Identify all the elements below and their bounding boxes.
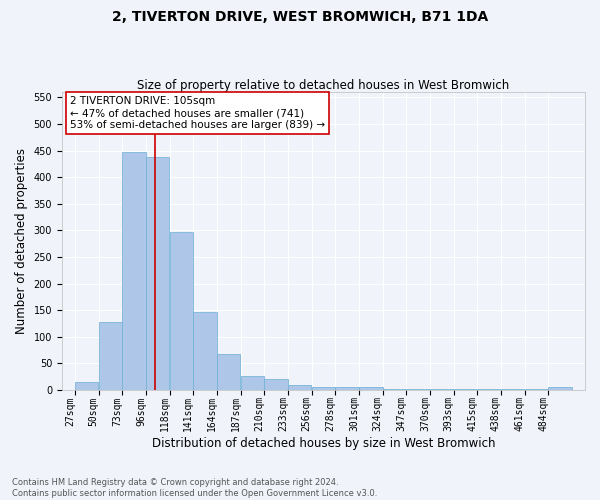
Bar bbox=[241, 376, 264, 390]
Bar bbox=[265, 380, 288, 390]
Bar bbox=[335, 388, 359, 390]
Y-axis label: Number of detached properties: Number of detached properties bbox=[15, 148, 28, 334]
Bar bbox=[288, 384, 311, 390]
Bar bbox=[170, 232, 193, 390]
Text: Contains HM Land Registry data © Crown copyright and database right 2024.
Contai: Contains HM Land Registry data © Crown c… bbox=[12, 478, 377, 498]
Bar bbox=[312, 388, 335, 390]
Bar bbox=[146, 157, 169, 390]
Bar bbox=[75, 382, 98, 390]
Bar bbox=[359, 388, 383, 390]
Title: Size of property relative to detached houses in West Bromwich: Size of property relative to detached ho… bbox=[137, 79, 509, 92]
X-axis label: Distribution of detached houses by size in West Bromwich: Distribution of detached houses by size … bbox=[152, 437, 495, 450]
Bar bbox=[99, 322, 122, 390]
Text: 2, TIVERTON DRIVE, WEST BROMWICH, B71 1DA: 2, TIVERTON DRIVE, WEST BROMWICH, B71 1D… bbox=[112, 10, 488, 24]
Bar bbox=[217, 354, 241, 390]
Bar bbox=[122, 152, 146, 390]
Bar bbox=[193, 312, 217, 390]
Bar bbox=[548, 388, 572, 390]
Text: 2 TIVERTON DRIVE: 105sqm
← 47% of detached houses are smaller (741)
53% of semi-: 2 TIVERTON DRIVE: 105sqm ← 47% of detach… bbox=[70, 96, 325, 130]
